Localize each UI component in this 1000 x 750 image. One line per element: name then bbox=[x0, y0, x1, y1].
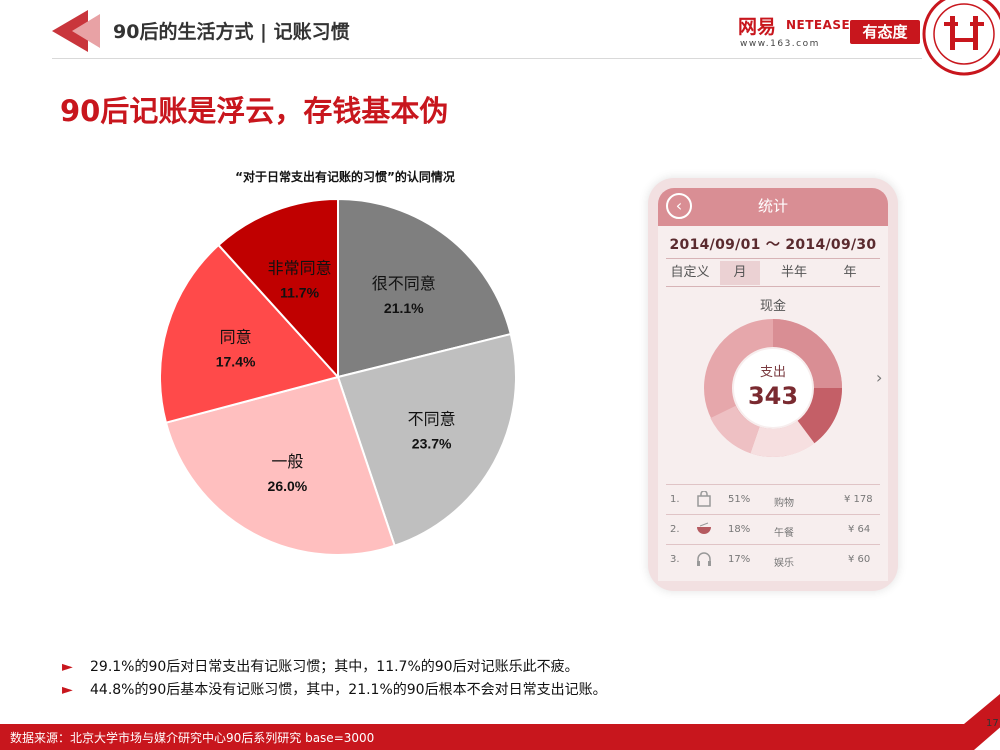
row-amount: ¥ 60 bbox=[848, 554, 871, 565]
row-amount: ¥ 64 bbox=[848, 524, 871, 535]
netease-logo: 网易 NETEASE www.163.com bbox=[738, 12, 851, 49]
pie-slice bbox=[159, 243, 340, 424]
pie-slice-value: 26.0% bbox=[268, 478, 308, 494]
donut-center-value: 343 bbox=[748, 382, 798, 410]
donut-center-label: 支出 bbox=[760, 365, 786, 380]
chart-title: “对于日常支出有记账的习惯”的认同情况 bbox=[235, 170, 455, 184]
corner-triangle-icon bbox=[964, 694, 1000, 724]
pie-chart: 很不同意 21.1% 不同意 23.7% 一般 26.0% 同意 17.4% 非常同意 11.7% bbox=[159, 197, 517, 556]
row-category: 购物 bbox=[774, 498, 794, 509]
cash-label: 现金 bbox=[759, 299, 786, 314]
pie-slice-value: 23.7% bbox=[412, 435, 452, 451]
row-index: 3. bbox=[670, 554, 680, 565]
row-amount: ¥ 178 bbox=[844, 494, 873, 505]
pie-slice bbox=[217, 197, 339, 380]
list-item[interactable]: 2. 18% 午餐 ¥ 64 bbox=[666, 514, 880, 545]
summary-bullets: ► 29.1%的90后对日常支出有记账习惯；其中，11.7%的90后对记账乐此不… bbox=[60, 656, 607, 702]
netease-logo-url: www.163.com bbox=[740, 39, 820, 49]
pie-slice-label: 不同意 bbox=[408, 409, 456, 428]
row-percent: 18% bbox=[728, 524, 751, 535]
data-source: 数据来源：北京大学市场与媒介研究中心90后系列研究 base=3000 bbox=[10, 731, 375, 745]
pie-slice bbox=[164, 375, 396, 556]
row-index: 2. bbox=[670, 524, 680, 535]
back-icon[interactable]: ‹ bbox=[666, 193, 692, 219]
pie-slice-value: 17.4% bbox=[216, 354, 256, 370]
headphones-icon bbox=[696, 551, 712, 570]
expense-donut: 支出 343 bbox=[704, 319, 842, 458]
footer-bar: 数据来源：北京大学市场与媒介研究中心90后系列研究 base=3000 bbox=[0, 724, 1000, 750]
list-item[interactable]: 3. 17% 娱乐 ¥ 60 bbox=[666, 544, 880, 575]
phone-screen: ‹ 统计 2014/09/01 ～ 2014/09/30 自定义 月 半年 年 … bbox=[658, 188, 888, 581]
netease-logo-en: NETEASE bbox=[786, 18, 851, 32]
bullet-text: 29.1%的90后对日常支出有记账习惯；其中，11.7%的90后对记账乐此不疲。 bbox=[90, 659, 579, 675]
header-divider bbox=[52, 58, 922, 59]
phone-title: 统计 bbox=[757, 197, 788, 215]
row-percent: 51% bbox=[728, 494, 751, 505]
pie-slice-label: 同意 bbox=[220, 328, 252, 347]
shopping-bag-icon bbox=[696, 490, 712, 510]
period-tabs: 自定义 月 半年 年 bbox=[666, 261, 880, 285]
phone-mockup: ‹ 统计 2014/09/01 ～ 2014/09/30 自定义 月 半年 年 … bbox=[648, 178, 898, 591]
header-bar: 90后的生活方式 | 记账习惯 网易 NETEASE www.163.com 有… bbox=[0, 0, 1000, 76]
row-category: 午餐 bbox=[774, 528, 794, 539]
tab-year[interactable]: 年 bbox=[843, 265, 857, 280]
pie-slice-label: 一般 bbox=[271, 452, 303, 471]
section-title: 90后的生活方式 | 记账习惯 bbox=[113, 21, 350, 43]
phone-top-bar: ‹ 统计 bbox=[658, 188, 888, 226]
youtaidu-logo: 有态度 bbox=[850, 20, 920, 44]
pku-seal-logo bbox=[922, 0, 1000, 76]
header-triangle-light-icon bbox=[72, 14, 100, 48]
footer-notch-icon bbox=[974, 724, 1000, 750]
date-range: 2014/09/01 ～ 2014/09/30 bbox=[669, 237, 877, 253]
tab-custom[interactable]: 自定义 bbox=[670, 265, 710, 280]
netease-logo-cn: 网易 bbox=[738, 16, 777, 38]
divider bbox=[666, 286, 880, 287]
page-number: 17 bbox=[986, 718, 999, 729]
chevron-right-icon[interactable]: › bbox=[876, 368, 883, 387]
page-title: 90后记账是浮云，存钱基本伪 bbox=[60, 94, 449, 128]
bowl-icon bbox=[696, 522, 712, 539]
divider bbox=[666, 258, 880, 259]
bullet-arrow-icon: ► bbox=[62, 682, 73, 698]
bullet-item: ► 44.8%的90后基本没有记账习惯，其中，21.1%的90后根本不会对日常支… bbox=[60, 679, 607, 702]
pie-slice bbox=[336, 332, 517, 548]
pie-slice-label: 非常同意 bbox=[268, 258, 332, 277]
tab-month[interactable]: 月 bbox=[720, 261, 760, 285]
list-item[interactable]: 1. 51% 购物 ¥ 178 bbox=[666, 484, 880, 515]
pie-slice bbox=[337, 197, 512, 379]
row-percent: 17% bbox=[728, 554, 751, 565]
row-index: 1. bbox=[670, 494, 680, 505]
pie-slice-value: 11.7% bbox=[280, 284, 319, 300]
tab-half-year[interactable]: 半年 bbox=[780, 265, 807, 280]
bullet-arrow-icon: ► bbox=[62, 659, 73, 675]
bullet-text: 44.8%的90后基本没有记账习惯，其中，21.1%的90后根本不会对日常支出记… bbox=[90, 682, 607, 698]
pie-slice-value: 21.1% bbox=[384, 300, 424, 316]
row-category: 娱乐 bbox=[774, 558, 794, 569]
bullet-item: ► 29.1%的90后对日常支出有记账习惯；其中，11.7%的90后对记账乐此不… bbox=[60, 656, 607, 679]
pie-slice-label: 很不同意 bbox=[372, 274, 436, 293]
